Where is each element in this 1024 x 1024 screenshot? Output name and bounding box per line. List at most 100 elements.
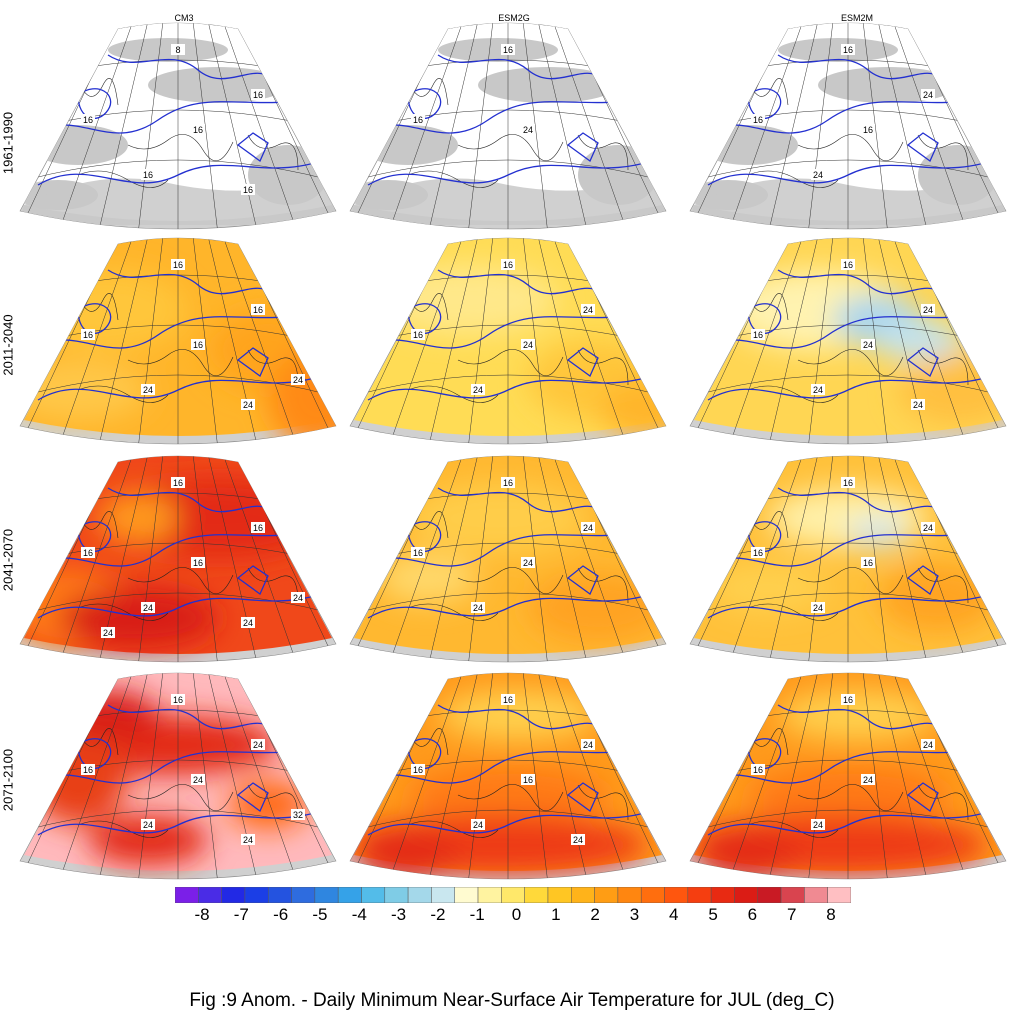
- contour-line: [906, 347, 939, 377]
- masked-land: [438, 38, 558, 62]
- contour-label: 24: [571, 834, 585, 845]
- masked-land: [148, 67, 288, 103]
- contour-label: 16: [191, 124, 205, 135]
- colorbar-swatch: [198, 887, 222, 903]
- map-field-patch: [848, 518, 908, 548]
- contour-label: 16: [241, 184, 255, 195]
- colorbar-swatch: [664, 887, 689, 903]
- masked-land: [778, 38, 898, 62]
- contour-line: [777, 54, 949, 86]
- contour-lines: [357, 704, 666, 836]
- contour-label-text: 16: [843, 45, 853, 55]
- contour-line: [707, 369, 1006, 401]
- contour-label-text: 24: [813, 385, 823, 395]
- colorbar-swatch: [804, 887, 828, 903]
- contour-line: [367, 804, 666, 836]
- column-title-esm2g: ESM2G: [498, 13, 530, 23]
- contour-line: [747, 521, 782, 553]
- contour-label: 16: [411, 764, 425, 775]
- contour-lines: [27, 269, 336, 401]
- contour-line: [357, 527, 666, 569]
- contour-label: 24: [911, 399, 925, 410]
- contour-label: 16: [841, 477, 855, 488]
- colorbar-swatch: [687, 887, 712, 903]
- contour-label: 16: [751, 114, 765, 125]
- map-field-patch: [358, 830, 458, 879]
- contour-label: 16: [81, 114, 95, 125]
- contour-label-text: 24: [923, 523, 933, 533]
- contour-label: 24: [581, 304, 595, 315]
- contour-label-text: 16: [173, 260, 183, 270]
- coastline: [57, 78, 299, 188]
- contour-label: 16: [171, 694, 185, 705]
- contour-label-text: 16: [753, 115, 763, 125]
- contour-label-text: 24: [523, 340, 533, 350]
- contour-label: 16: [501, 694, 515, 705]
- contour-line: [367, 154, 666, 186]
- contour-lines: [357, 54, 666, 186]
- contour-line: [357, 744, 666, 786]
- figure-caption: Fig :9 Anom. - Daily Minimum Near-Surfac…: [189, 990, 835, 1011]
- contour-label: 24: [581, 739, 595, 750]
- contour-label-text: 16: [413, 765, 423, 775]
- contour-line: [357, 94, 666, 136]
- map-field-patch: [598, 380, 666, 440]
- contour-label: 16: [251, 89, 265, 100]
- colorbar-swatch: [477, 887, 502, 903]
- contour-label: 16: [751, 329, 765, 340]
- masked-land: [690, 175, 1006, 225]
- masked-land: [698, 125, 798, 165]
- colorbar-swatch: [594, 887, 619, 903]
- contour-line: [357, 309, 666, 351]
- contour-label: 16: [411, 329, 425, 340]
- colorbar-swatch: [547, 887, 572, 903]
- contour-label: 16: [501, 44, 515, 55]
- contour-label: 24: [811, 819, 825, 830]
- colorbar-tick-label: 2: [590, 905, 600, 924]
- contour-line: [107, 704, 279, 736]
- contour-label: 16: [501, 259, 515, 270]
- contour-lines: [697, 704, 1006, 836]
- contour-label: 24: [921, 304, 935, 315]
- coastline: [387, 728, 629, 838]
- colorbar: [175, 887, 851, 903]
- contour-label-text: 16: [753, 330, 763, 340]
- contour-label: 16: [251, 304, 265, 315]
- colorbar-tick-label: -7: [233, 905, 249, 924]
- colorbar-swatch: [524, 887, 549, 903]
- contour-label-text: 16: [843, 260, 853, 270]
- contour-line: [697, 94, 1006, 136]
- contour-line: [236, 347, 269, 377]
- colorbar-swatch: [267, 887, 292, 903]
- contour-label: 24: [861, 774, 875, 785]
- column-title-esm2m: ESM2M: [840, 13, 873, 23]
- contour-line: [566, 347, 599, 377]
- masked-land: [358, 125, 458, 165]
- contour-label-text: 24: [913, 400, 923, 410]
- contour-label: 24: [291, 592, 305, 603]
- contour-label-text: 16: [753, 765, 763, 775]
- contour-line: [707, 804, 1006, 836]
- contour-label: 24: [291, 374, 305, 385]
- contour-label-text: 16: [83, 330, 93, 340]
- contour-label-text: 16: [243, 185, 253, 195]
- contour-label: 24: [581, 522, 595, 533]
- contour-label-text: 8: [175, 45, 180, 55]
- contour-label: 24: [521, 557, 535, 568]
- contour-label-text: 24: [253, 740, 263, 750]
- map-panel-2011-2040-CM3: 16 16 16 16 24 24 24: [19, 237, 337, 445]
- masked-land: [28, 125, 128, 165]
- contour-label: 16: [191, 557, 205, 568]
- contour-label-text: 24: [583, 740, 593, 750]
- contour-label-text: 16: [413, 548, 423, 558]
- contour-label: 24: [471, 819, 485, 830]
- contour-label-text: 24: [813, 820, 823, 830]
- contour-label: 16: [171, 259, 185, 270]
- contour-label-text: 16: [863, 125, 873, 135]
- contour-label: 16: [171, 477, 185, 488]
- contour-line: [107, 269, 279, 301]
- contour-label-text: 16: [83, 548, 93, 558]
- contour-line: [77, 521, 112, 553]
- contour-label-text: 24: [143, 603, 153, 613]
- colorbar-swatch: [640, 887, 665, 903]
